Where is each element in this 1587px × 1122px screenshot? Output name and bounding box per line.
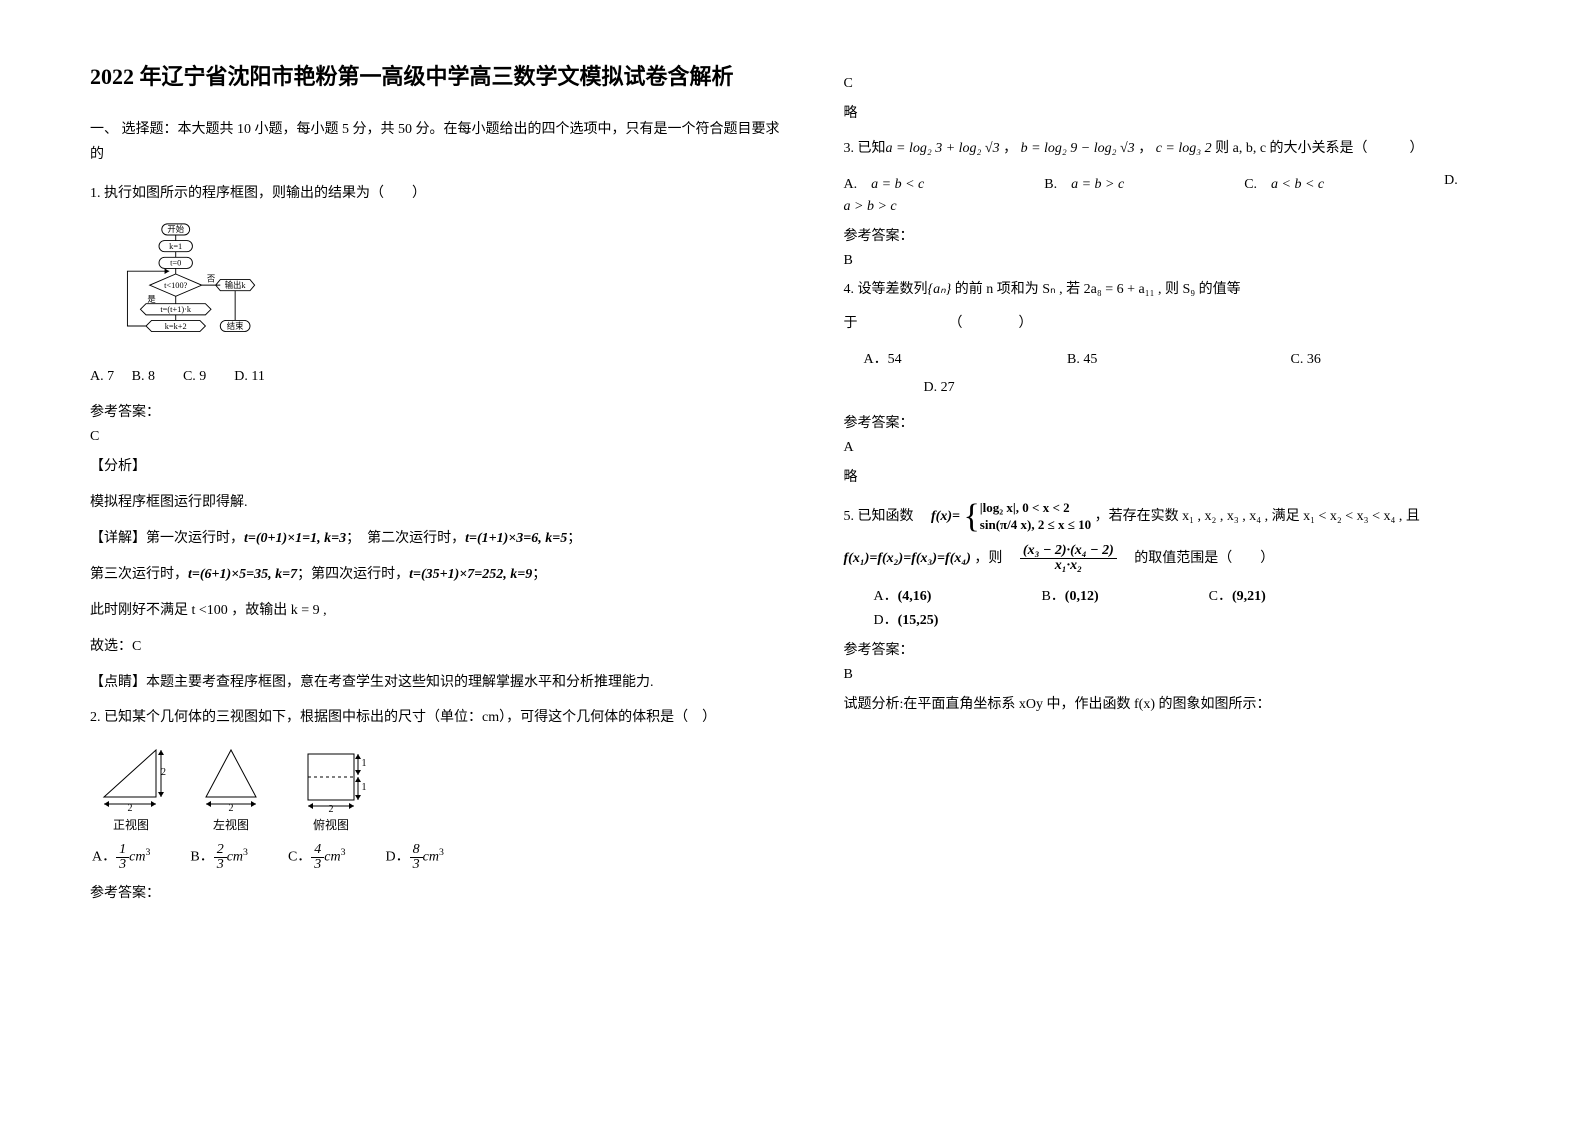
q1-answer-header: 参考答案： xyxy=(90,401,784,421)
q5-options-row: A．(4,16) B．(0,12) C．(9,21) xyxy=(874,585,1538,605)
q4-stem2: 于 （ ） xyxy=(844,311,1538,338)
q1-analysis-hdr: 【分析】 xyxy=(90,453,784,481)
q5-tail: 试题分析:在平面直角坐标系 xOy 中，作出函数 f(x) 的图象如图所示： xyxy=(844,691,1538,719)
section-heading-1: 一、 选择题：本大题共 10 小题，每小题 5 分，共 50 分。在每小题给出的… xyxy=(90,117,784,167)
q2-options: A．13cm3 B．23cm3 C．43cm3 D．83cm3 xyxy=(92,843,784,872)
svg-text:2: 2 xyxy=(161,767,166,778)
flowchart-figure: 开始 k=1 t=0 t<100? 是 否 输出k 结束 xyxy=(110,222,260,352)
svg-text:2: 2 xyxy=(229,803,234,812)
svg-text:t=0: t=0 xyxy=(170,259,181,268)
svg-text:结束: 结束 xyxy=(227,321,244,331)
q4-stem: 4. 设等差数列{aₙ} 的前 n 项和为 Sₙ , 若 2a₈ = 6 + a… xyxy=(844,277,1538,304)
q1-line4: 此时刚好不满足 t <100 ，故输出 k = 9 , xyxy=(90,597,784,625)
q3-option-d: a > b > c xyxy=(844,199,1538,215)
q2-views: 2 2 正视图 2 左视图 xyxy=(96,742,784,833)
q2-answer-header: 参考答案： xyxy=(90,882,784,902)
q1-stem: 1. 执行如图所示的程序框图，则输出的结果为（ ） xyxy=(90,181,784,208)
q3-answer-header: 参考答案： xyxy=(844,225,1538,245)
q2-brief: 略 xyxy=(844,100,1538,128)
q5-stem-l1: 5. 已知函数 f(x)= { |log₂ x|, 0 < x < 2 sin(… xyxy=(844,500,1538,534)
q1-line1: 模拟程序框图运行即得解. xyxy=(90,489,784,517)
q4-answer: A xyxy=(844,440,1538,456)
q3-options-row: A. a = b < c B. a = b > c C. a < b < c D… xyxy=(844,173,1538,193)
svg-text:k=k+2: k=k+2 xyxy=(165,322,187,331)
q5-answer: B xyxy=(844,667,1538,683)
q5-stem-l2: f(x₁)=f(x₂)=f(x₃)=f(x₄) ，则 (x₃ − 2)·(x₄ … xyxy=(844,542,1538,576)
q2-stem: 2. 已知某个几何体的三视图如下，根据图中标出的尺寸（单位：cm），可得这个几何… xyxy=(90,705,784,732)
svg-text:1: 1 xyxy=(362,758,367,769)
q3-answer: B xyxy=(844,253,1538,269)
q1-answer: C xyxy=(90,429,784,445)
svg-text:2: 2 xyxy=(329,804,334,812)
q5-option-d: D．(15,25) xyxy=(874,609,1538,629)
q1-line2: 【详解】第一次运行时，t=(0+1)×1=1, k=3； 第二次运行时，t=(1… xyxy=(90,525,784,553)
svg-text:是: 是 xyxy=(147,295,156,304)
q2-answer: C xyxy=(844,76,1538,92)
q4-brief: 略 xyxy=(844,464,1538,492)
svg-text:开始: 开始 xyxy=(167,224,184,234)
q1-line6: 【点睛】本题主要考查程序框图，意在考查学生对这些知识的理解掌握水平和分析推理能力… xyxy=(90,669,784,697)
q1-line5: 故选：C xyxy=(90,633,784,661)
svg-text:k=1: k=1 xyxy=(169,242,182,251)
svg-text:否: 否 xyxy=(207,274,215,283)
q5-answer-header: 参考答案： xyxy=(844,639,1538,659)
page-title: 2022 年辽宁省沈阳市艳粉第一高级中学高三数学文模拟试卷含解析 xyxy=(90,60,784,93)
svg-text:输出k: 输出k xyxy=(225,280,247,290)
svg-text:t<100?: t<100? xyxy=(164,281,188,290)
q4-options: A．54 B. 45 C. 36 D. 27 xyxy=(864,346,1538,402)
q1-line3: 第三次运行时，t=(6+1)×5=35, k=7；第四次运行时，t=(35+1)… xyxy=(90,561,784,589)
q3-stem: 3. 已知a = log₂ 3 + log₂ √3 ， b = log₂ 9 −… xyxy=(844,136,1538,163)
q4-answer-header: 参考答案： xyxy=(844,412,1538,432)
q1-options: A. 7 B. 8 C. 9 D. 11 xyxy=(90,363,784,391)
svg-text:1: 1 xyxy=(362,782,367,793)
svg-text:t=(t+1)·k: t=(t+1)·k xyxy=(160,305,192,314)
svg-text:2: 2 xyxy=(128,803,133,812)
